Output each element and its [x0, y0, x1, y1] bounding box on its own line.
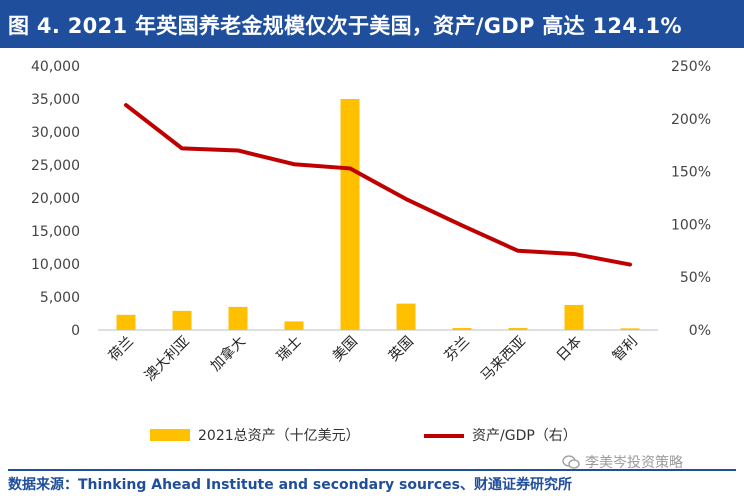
x-category-label: 加拿大	[207, 333, 249, 375]
bar	[172, 310, 192, 330]
x-category-label: 芬兰	[442, 334, 473, 365]
y-left-tick-label: 35,000	[31, 92, 80, 108]
x-category-label: 日本	[554, 334, 585, 365]
y-right-tick-label: 250%	[671, 59, 711, 75]
x-category-label: 美国	[330, 334, 361, 365]
x-category-label: 瑞士	[274, 334, 305, 365]
y-right-tick-label: 0%	[689, 323, 711, 339]
legend-bar-label: 2021总资产（十亿美元）	[198, 428, 360, 444]
bar	[340, 99, 360, 330]
x-category-label: 澳大利亚	[142, 334, 193, 385]
y-right-tick-label: 150%	[671, 165, 711, 181]
wechat-icon	[562, 455, 580, 469]
legend-line-label: 资产/GDP（右）	[472, 428, 577, 444]
x-category-label: 马来西亚	[478, 334, 529, 385]
y-left-tick-label: 10,000	[31, 257, 80, 273]
gdp-ratio-line	[124, 103, 632, 267]
watermark-text: 李美岑投资策略	[585, 455, 683, 471]
y-left-tick-label: 15,000	[31, 224, 80, 240]
x-category-label: 荷兰	[106, 334, 137, 365]
bar	[116, 314, 136, 330]
title-bar: 图 4. 2021 年英国养老金规模仅次于美国，资产/GDP 高达 124.1%	[0, 0, 744, 48]
chart-title: 图 4. 2021 年英国养老金规模仅次于美国，资产/GDP 高达 124.1%	[8, 14, 682, 38]
bar	[564, 304, 584, 330]
y-right-tick-label: 200%	[671, 112, 711, 128]
watermark: 李美岑投资策略	[562, 452, 683, 472]
y-left-tick-label: 0	[71, 323, 80, 339]
y-left-tick-label: 20,000	[31, 191, 80, 207]
bar	[452, 328, 472, 330]
y-left-tick-label: 30,000	[31, 125, 80, 141]
y-left-tick-label: 25,000	[31, 158, 80, 174]
bar	[284, 321, 304, 330]
bar	[228, 306, 248, 330]
chart-area: 0 5,000 10,000 15,000 20,000 25,000 30,000 35,0…	[31, 59, 711, 444]
y-left-tick-label: 5,000	[40, 290, 80, 306]
x-category-label: 智利	[610, 334, 641, 365]
bar	[620, 328, 640, 330]
bar	[396, 303, 416, 330]
source-note: 数据来源：Thinking Ahead Institute and second…	[8, 477, 572, 493]
legend-bar-swatch	[150, 429, 190, 441]
y-left-tick-label: 40,000	[31, 59, 80, 75]
bar	[508, 328, 528, 330]
x-category-label: 英国	[385, 333, 417, 365]
y-right-tick-label: 100%	[671, 217, 711, 233]
y-right-tick-label: 50%	[680, 270, 711, 286]
footer-rule	[8, 469, 736, 471]
